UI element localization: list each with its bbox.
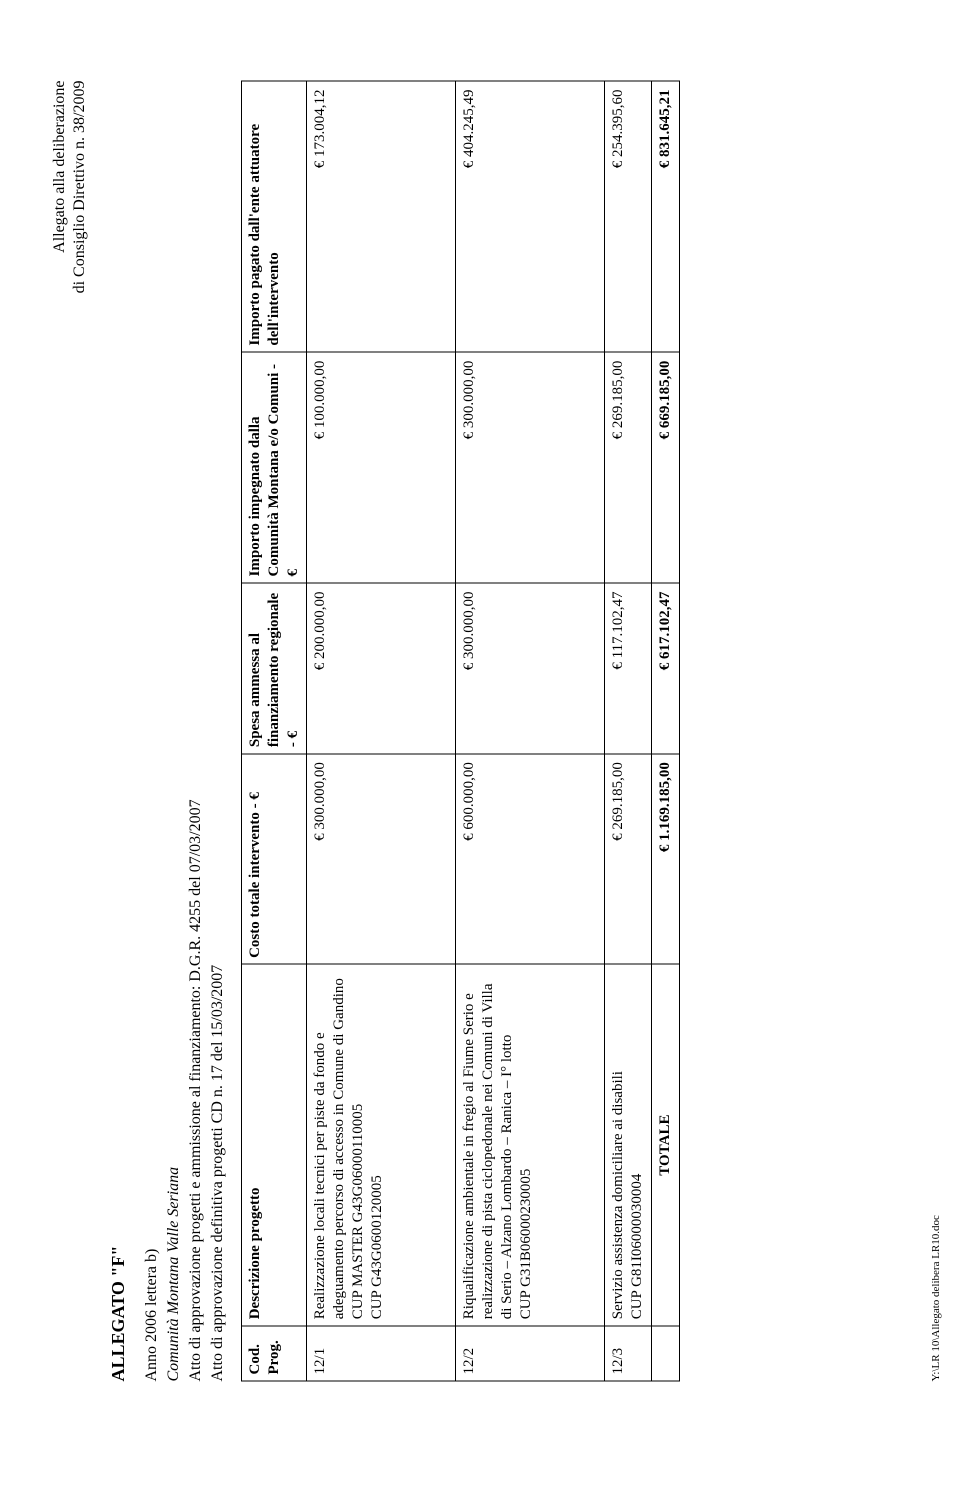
cell-cost: € 269.185,00	[605, 753, 652, 964]
cell-code: 12/1	[307, 1325, 456, 1380]
col-cost: Costo totale intervento - €	[242, 753, 307, 964]
table-total-row: TOTALE € 1.169.185,00 € 617.102,47 € 669…	[651, 81, 679, 1381]
total-pag: € 831.645,21	[651, 81, 679, 352]
col-imp: Importo impegnato dalla Comunità Montana…	[242, 352, 307, 583]
cell-cost: € 300.000,00	[307, 753, 456, 964]
cell-code: 12/2	[456, 1325, 605, 1380]
cell-spesa: € 300.000,00	[456, 582, 605, 753]
cell-desc: Riqualificazione ambientale in fregio al…	[456, 964, 605, 1325]
cell-spesa: € 200.000,00	[307, 582, 456, 753]
allegato-title: ALLEGATO "F"	[108, 80, 129, 1381]
projects-table-wrap: Cod. Prog. Descrizione progetto Costo to…	[241, 80, 680, 1381]
total-spesa: € 617.102,47	[651, 582, 679, 753]
cell-imp: € 100.000,00	[307, 352, 456, 583]
total-imp: € 669.185,00	[651, 352, 679, 583]
cell-spesa: € 117.102,47	[605, 582, 652, 753]
col-desc: Descrizione progetto	[242, 964, 307, 1325]
table-header-row: Cod. Prog. Descrizione progetto Costo to…	[242, 81, 307, 1381]
header-line2: di Consiglio Direttivo n. 38/2009	[70, 80, 90, 1381]
atto1-line: Atto di approvazione progetti e ammissio…	[187, 80, 205, 1381]
cell-desc: Servizio assistenza domiciliare ai disab…	[605, 964, 652, 1325]
cell-cost: € 600.000,00	[456, 753, 605, 964]
cell-pag: € 404.245,49	[456, 81, 605, 352]
cell-imp: € 269.185,00	[605, 352, 652, 583]
footer-path: Y:\LR 10\Allegato delibera LR10.doc	[930, 1215, 942, 1381]
cell-code: 12/3	[605, 1325, 652, 1380]
cell-pag: € 254.395,60	[605, 81, 652, 352]
table-row: 12/2 Riqualificazione ambientale in freg…	[456, 81, 605, 1381]
cell-imp: € 300.000,00	[456, 352, 605, 583]
comunita-line: Comunità Montana Valle Seriana	[165, 80, 183, 1381]
table-row: 12/1 Realizzazione locali tecnici per pi…	[307, 81, 456, 1381]
table-row: 12/3 Servizio assistenza domiciliare ai …	[605, 81, 652, 1381]
header-right: Allegato alla deliberazione di Consiglio…	[50, 80, 90, 1381]
total-empty	[651, 1325, 679, 1380]
col-pag: Importo pagato dall'ente attuatore dell'…	[242, 81, 307, 352]
cell-desc: Realizzazione locali tecnici per piste d…	[307, 964, 456, 1325]
header-line1: Allegato alla deliberazione	[50, 80, 70, 1381]
col-code: Cod. Prog.	[242, 1325, 307, 1380]
atto2-line: Atto di approvazione definitiva progetti…	[209, 80, 227, 1381]
col-spesa: Spesa ammessa al finanziamento regionale…	[242, 582, 307, 753]
cell-pag: € 173.004,12	[307, 81, 456, 352]
total-cost: € 1.169.185,00	[651, 753, 679, 964]
projects-table: Cod. Prog. Descrizione progetto Costo to…	[241, 80, 680, 1381]
total-label: TOTALE	[651, 964, 679, 1325]
anno-line: Anno 2006 lettera b)	[143, 80, 161, 1381]
